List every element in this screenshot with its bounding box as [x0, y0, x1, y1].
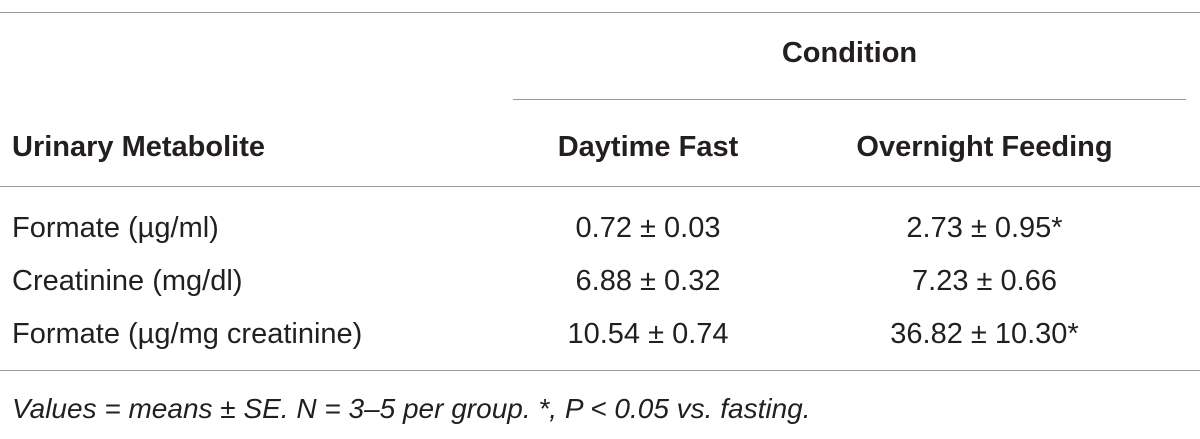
table-top-rule — [0, 12, 1200, 13]
row-value-daytime-fast: 0.72 ± 0.03 — [575, 212, 721, 244]
header-rule — [0, 186, 1200, 187]
row-value-overnight-feeding: 36.82 ± 10.30* — [890, 318, 1079, 350]
condition-header: Condition — [781, 37, 918, 69]
column-header-daytime-fast: Daytime Fast — [557, 131, 739, 163]
row-label: Formate (µg/mg creatinine) — [12, 318, 363, 350]
row-value-overnight-feeding: 7.23 ± 0.66 — [912, 265, 1057, 297]
row-value-daytime-fast: 10.54 ± 0.74 — [567, 318, 729, 350]
row-label: Creatinine (mg/dl) — [12, 265, 243, 297]
column-header-overnight-feeding: Overnight Feeding — [856, 131, 1113, 163]
condition-rule — [513, 99, 1186, 100]
table-footnote: Values = means ± SE. N = 3–5 per group. … — [12, 393, 811, 424]
row-value-daytime-fast: 6.88 ± 0.32 — [575, 265, 721, 297]
row-label: Formate (µg/ml) — [12, 212, 219, 244]
row-value-overnight-feeding: 2.73 ± 0.95* — [906, 212, 1063, 244]
column-header-metabolite: Urinary Metabolite — [12, 131, 265, 163]
table-bottom-rule — [0, 370, 1200, 371]
